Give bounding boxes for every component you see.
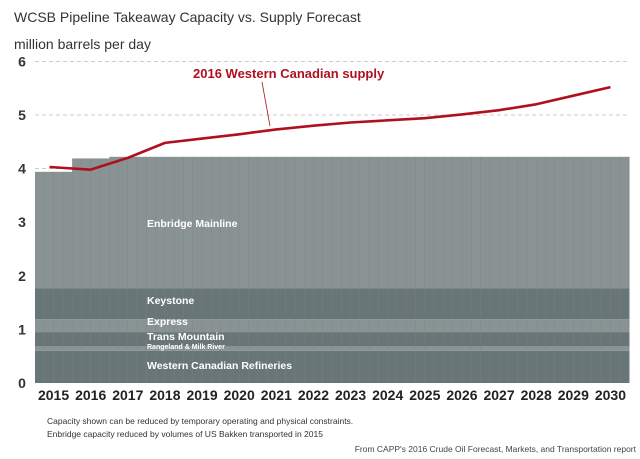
source-note: From CAPP's 2016 Crude Oil Forecast, Mar…: [355, 444, 637, 454]
band-label: Express: [147, 316, 188, 328]
y-tick-label: 3: [18, 214, 26, 230]
x-tick-label: 2029: [558, 387, 589, 403]
x-tick-label: 2026: [446, 387, 477, 403]
band-label: Trans Mountain: [147, 331, 225, 343]
x-tick-label: 2028: [521, 387, 552, 403]
band-label: Western Canadian Refineries: [147, 360, 292, 372]
x-tick-label: 2016: [75, 387, 106, 403]
supply-line: [49, 85, 611, 171]
y-tick-label: 0: [18, 375, 26, 391]
chart-title: WCSB Pipeline Takeaway Capacity vs. Supp…: [14, 9, 361, 25]
y-tick-label: 4: [18, 161, 26, 177]
y-tick-label: 2: [18, 268, 26, 284]
x-tick-label: 2025: [409, 387, 440, 403]
x-tick-label: 2020: [224, 387, 255, 403]
x-tick-label: 2018: [149, 387, 180, 403]
x-tick-label: 2021: [261, 387, 292, 403]
y-tick-label: 5: [18, 107, 26, 123]
x-tick-label: 2023: [335, 387, 366, 403]
x-tick-label: 2024: [372, 387, 403, 403]
band-label: Rangeland & Milk River: [147, 344, 225, 351]
band-label: Enbridge Mainline: [147, 218, 238, 230]
band-label: Keystone: [147, 295, 194, 307]
supply-line-label: 2016 Western Canadian supply: [193, 66, 385, 81]
x-tick-label: 2019: [186, 387, 217, 403]
x-tick-label: 2030: [595, 387, 626, 403]
footnote-2: Enbridge capacity reduced by volumes of …: [47, 429, 323, 439]
y-tick-label: 6: [18, 53, 26, 69]
x-tick-label: 2027: [483, 387, 514, 403]
y-axis-label: million barrels per day: [14, 36, 151, 52]
x-tick-label: 2017: [112, 387, 143, 403]
y-tick-label: 1: [18, 321, 26, 337]
x-tick-label: 2022: [298, 387, 329, 403]
footnote-1: Capacity shown can be reduced by tempora…: [47, 416, 353, 426]
x-tick-label: 2015: [38, 387, 69, 403]
annotation-leader: [261, 81, 271, 127]
